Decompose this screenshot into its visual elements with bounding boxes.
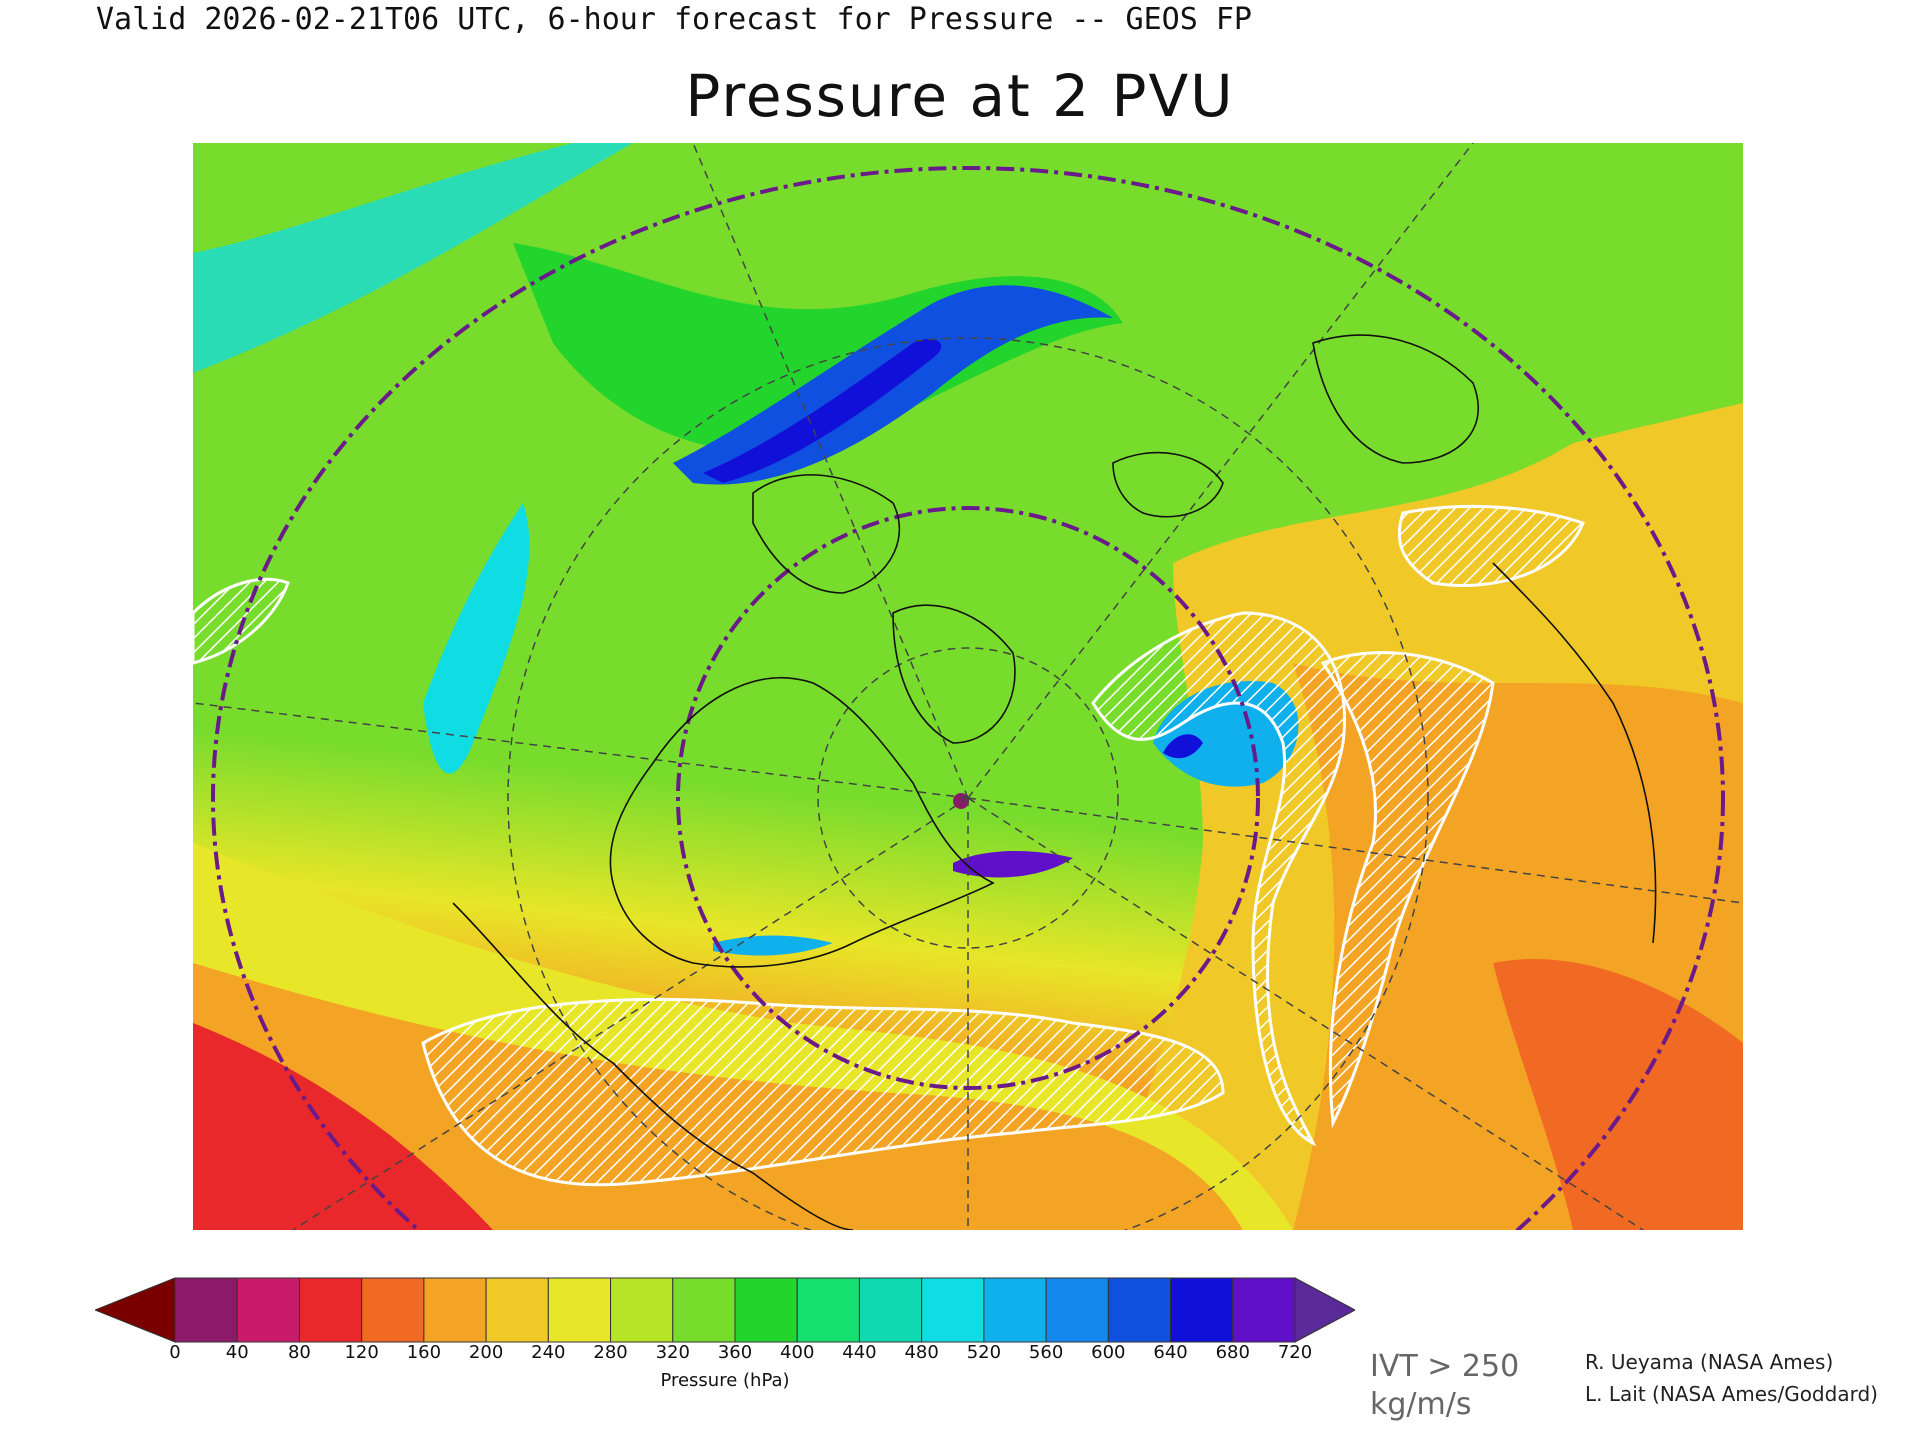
ivt-region-gulf bbox=[421, 997, 1225, 1187]
colorbar-tick-label: 280 bbox=[593, 1342, 628, 1363]
colorbar-tick-label: 80 bbox=[287, 1342, 311, 1363]
latitude-circle-outer bbox=[211, 166, 1725, 1230]
coastlines bbox=[452, 334, 1657, 1230]
ivt-threshold: IVT > 250 bbox=[1370, 1349, 1520, 1384]
colorbar-segment bbox=[921, 1277, 985, 1343]
colorbar-segment bbox=[796, 1277, 860, 1343]
pressure-map bbox=[193, 143, 1743, 1230]
valid-time-header: Valid 2026-02-21T06 UTC, 6-hour forecast… bbox=[96, 2, 1252, 37]
colorbar-segment bbox=[298, 1277, 363, 1343]
colorbar-tick-label: 640 bbox=[1153, 1342, 1188, 1363]
colorbar-tick-label: 480 bbox=[904, 1342, 939, 1363]
colorbar-segment bbox=[858, 1277, 923, 1343]
colorbar-tick-label: 160 bbox=[406, 1342, 442, 1363]
colorbar-segment bbox=[734, 1277, 798, 1343]
colorbar-tick-label: 680 bbox=[1215, 1342, 1250, 1363]
colorbar-tick-label: 560 bbox=[1028, 1342, 1064, 1363]
colorbar-tick-label: 520 bbox=[966, 1342, 1002, 1363]
colorbar-under-triangle bbox=[93, 1277, 176, 1343]
colorbar-tick-label: 0 bbox=[169, 1342, 181, 1363]
colorbar-label: Pressure (hPa) bbox=[660, 1370, 790, 1391]
map-svg bbox=[193, 143, 1743, 1230]
latitude-circle-inner bbox=[676, 506, 1260, 1090]
field-cyan-west bbox=[423, 503, 530, 774]
colorbar-tick-label: 440 bbox=[842, 1342, 877, 1363]
colorbar-tick-label: 400 bbox=[780, 1342, 815, 1363]
field-cyclone-core bbox=[1163, 734, 1203, 759]
colorbar-tick-label: 240 bbox=[531, 1342, 566, 1363]
colorbar-segment bbox=[672, 1277, 736, 1343]
colorbar-svg bbox=[93, 1277, 1357, 1343]
colorbar-tick-label: 200 bbox=[468, 1342, 504, 1363]
colorbar-segment bbox=[361, 1277, 425, 1343]
field-north-cyan-west bbox=[193, 143, 633, 373]
colorbar-segment bbox=[1045, 1277, 1109, 1343]
field-east-red bbox=[1493, 959, 1743, 1230]
ivt-region-europe bbox=[1397, 504, 1585, 587]
graticule bbox=[193, 143, 1743, 1230]
field-blue-core bbox=[703, 338, 942, 483]
colorbar-segment bbox=[547, 1277, 612, 1343]
field-south-red bbox=[193, 1023, 493, 1230]
colorbar-ticks: 0 40 80 120 160 200 240 280 320 360 400 440 480 520 56… bbox=[0, 1342, 1920, 1372]
colorbar-tick-label: 600 bbox=[1091, 1342, 1126, 1363]
map-title: Pressure at 2 PVU bbox=[685, 62, 1235, 130]
colorbar-segment bbox=[1170, 1277, 1234, 1343]
colorbar-segment bbox=[485, 1277, 549, 1343]
credits: R. Ueyama (NASA Ames) L. Lait (NASA Ames… bbox=[1585, 1346, 1878, 1410]
colorbar-tick-label: 720 bbox=[1277, 1342, 1313, 1363]
colorbar-segment bbox=[983, 1277, 1047, 1343]
colorbar-tick-label: 320 bbox=[655, 1342, 690, 1363]
ivt-overlay-label: IVT > 250 kg/m/s bbox=[1370, 1348, 1519, 1424]
colorbar-over-triangle bbox=[1294, 1277, 1357, 1343]
colorbar-segment bbox=[1232, 1277, 1296, 1343]
ivt-region-pacific bbox=[193, 577, 290, 665]
colorbar-segment bbox=[236, 1277, 300, 1343]
colorbar-tick-label: 360 bbox=[717, 1342, 753, 1363]
colorbar-tick-label: 40 bbox=[225, 1342, 249, 1363]
field-great-lakes-cyan bbox=[713, 935, 833, 956]
colorbar-segment bbox=[174, 1277, 238, 1343]
credit-line-1: R. Ueyama (NASA Ames) bbox=[1585, 1350, 1834, 1374]
colorbar-segment bbox=[423, 1277, 487, 1343]
ivt-units: kg/m/s bbox=[1370, 1387, 1472, 1422]
colorbar-segment bbox=[1107, 1277, 1172, 1343]
colorbar-tick-label: 120 bbox=[344, 1342, 379, 1363]
credit-line-2: L. Lait (NASA Ames/Goddard) bbox=[1585, 1382, 1878, 1406]
colorbar-segment bbox=[610, 1277, 674, 1343]
ivt-region-plume bbox=[1320, 651, 1495, 1129]
field-labrador-streak bbox=[953, 851, 1073, 878]
colorbar bbox=[93, 1270, 1357, 1350]
